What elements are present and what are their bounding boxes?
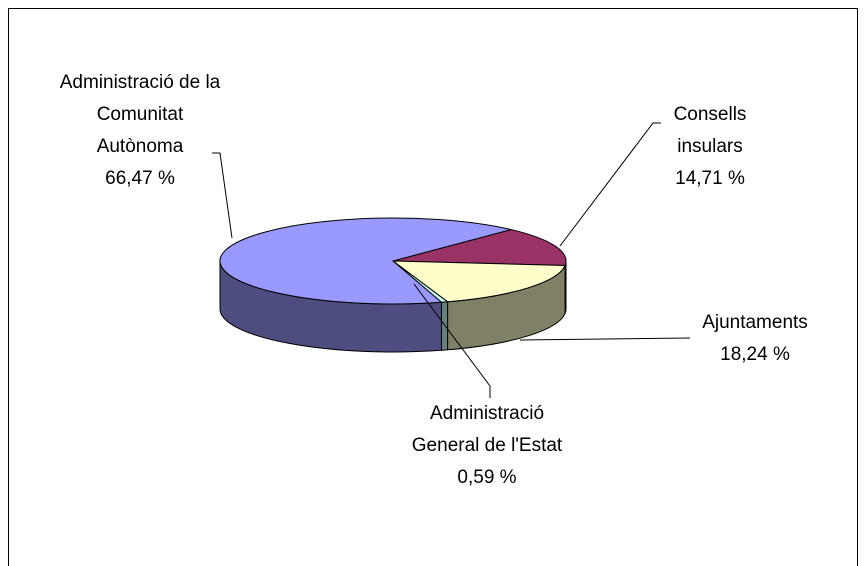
leader-line xyxy=(212,152,233,239)
leader-line xyxy=(413,283,491,398)
leader-line xyxy=(559,122,661,247)
slice xyxy=(219,217,512,305)
slice xyxy=(392,229,567,266)
value-label: 18,24 % xyxy=(720,344,790,365)
leader-line xyxy=(519,337,691,341)
data-label: Ajuntaments 18,24 % xyxy=(670,307,840,371)
value-label: 66,47 % xyxy=(105,168,175,189)
value-label: 14,71 % xyxy=(675,168,745,189)
slice xyxy=(391,260,566,303)
data-label: Administració General de l'Estat 0,59 % xyxy=(397,398,577,494)
slice-side xyxy=(440,301,449,351)
category-label: Administració General de l'Estat xyxy=(411,403,563,456)
category-label: Ajuntaments xyxy=(702,312,808,333)
chart-border xyxy=(8,8,858,566)
category-label: Consells insulars xyxy=(673,104,747,157)
data-label: Administració de la Comunitat Autònoma 66… xyxy=(55,67,225,195)
value-label: 0,59 % xyxy=(457,467,517,488)
category-label: Administració de la Comunitat Autònoma xyxy=(59,72,221,157)
pie xyxy=(219,217,567,353)
data-label: Consells insulars 14,71 % xyxy=(640,99,780,195)
leader-lines xyxy=(212,122,691,398)
